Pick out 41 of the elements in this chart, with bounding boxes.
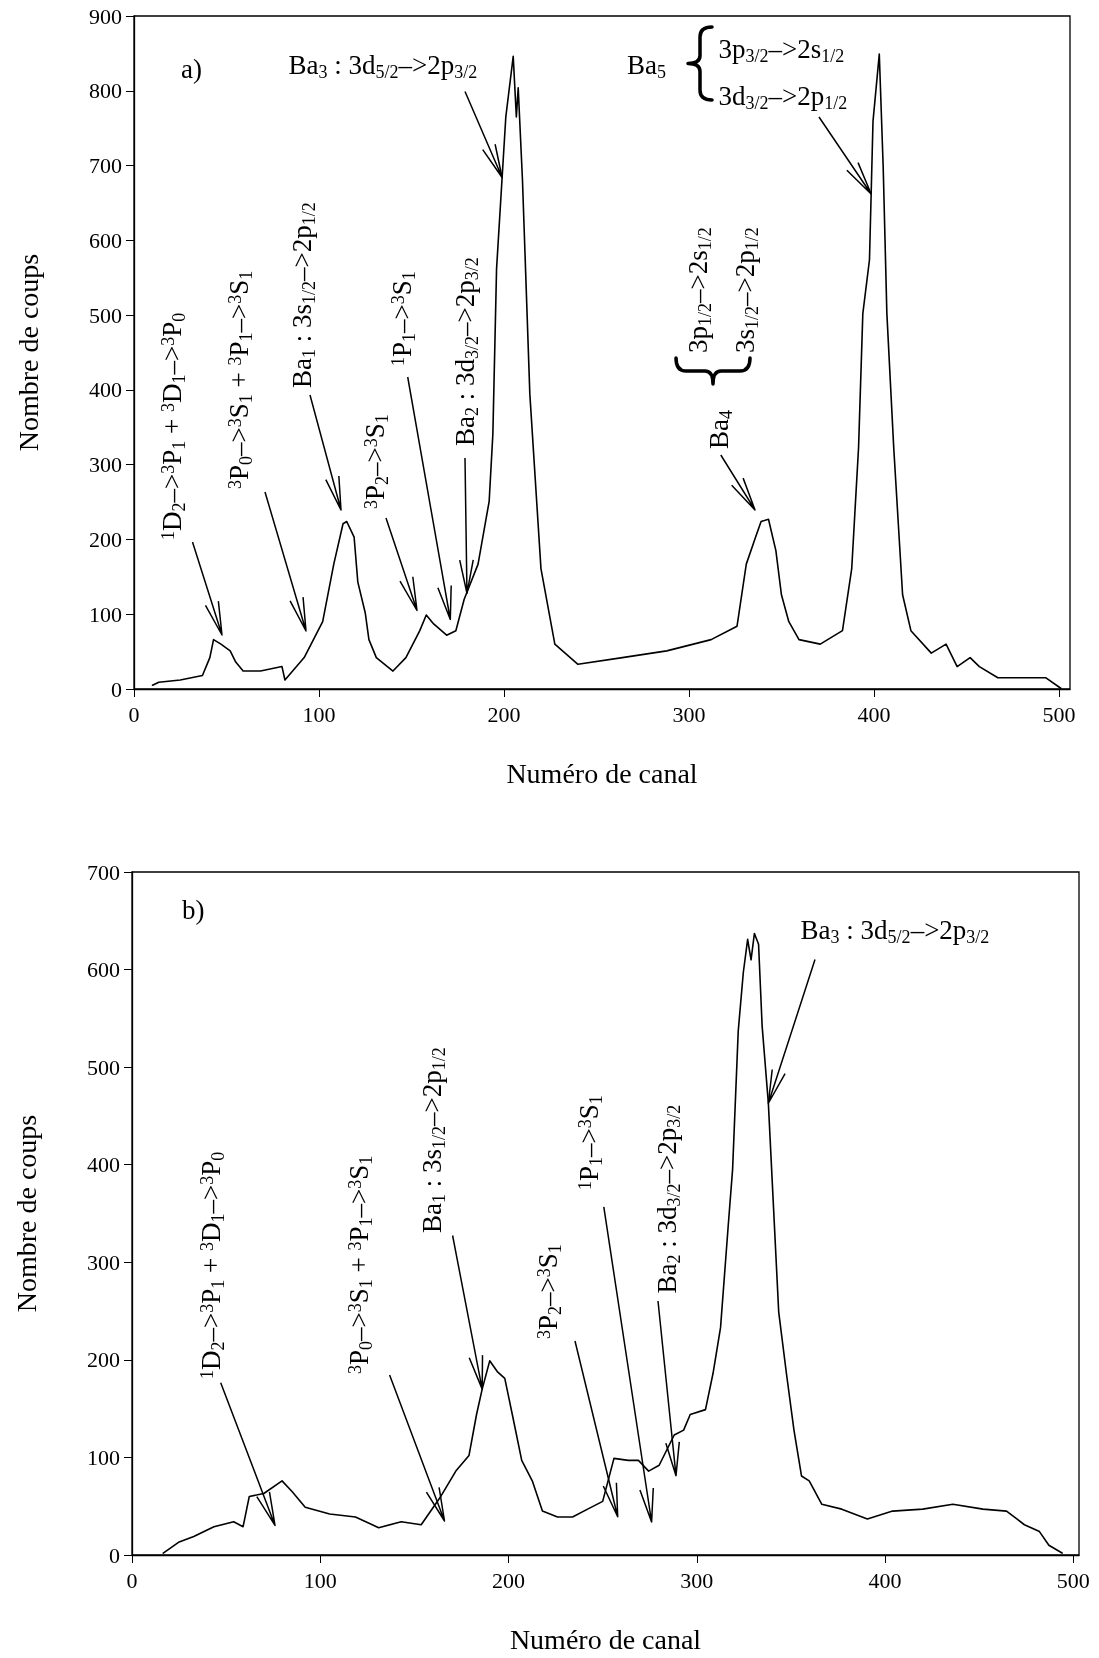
annotation: 3d$_{3/2}$–>2p$_{1/2}$ [718, 80, 848, 113]
y-tick-label: 400 [89, 377, 122, 403]
y-tick-label: 0 [111, 676, 122, 702]
x-tick-label: 400 [857, 701, 891, 727]
y-tick-label: 800 [89, 78, 122, 104]
x-tick-label: 0 [128, 701, 140, 727]
annotation: 3p$_{3/2}$–>2s$_{1/2}$ [718, 33, 845, 66]
x-tick-label: 200 [492, 1567, 526, 1593]
annotation: Ba$_{5}$ [627, 49, 666, 82]
y-tick-label: 200 [89, 526, 122, 552]
x-tick-label: 300 [680, 1567, 714, 1593]
y-tick-label: 100 [87, 1444, 120, 1470]
y-tick-label: 900 [89, 3, 122, 29]
x-axis-title: Numéro de canal [506, 757, 698, 789]
x-tick-label: 400 [868, 1567, 902, 1593]
y-tick-label: 400 [87, 1152, 120, 1178]
x-tick-label: 200 [487, 701, 521, 727]
y-tick-label: 700 [89, 153, 122, 179]
y-tick-label: 500 [87, 1054, 120, 1080]
y-tick-label: 600 [87, 957, 120, 983]
y-tick-label: 600 [89, 227, 122, 253]
x-tick-label: 0 [126, 1567, 138, 1593]
y-tick-label: 300 [89, 452, 122, 478]
text: a) [181, 54, 202, 85]
y-tick-label: 300 [87, 1249, 120, 1275]
y-tick-label: 500 [89, 302, 122, 328]
x-tick-label: 100 [302, 701, 336, 727]
text: b) [182, 895, 205, 926]
x-tick-label: 100 [303, 1567, 337, 1593]
y-axis-title: Nombre de coups [12, 253, 44, 452]
y-tick-label: 100 [89, 601, 122, 627]
x-axis-title: Numéro de canal [509, 1623, 702, 1655]
x-tick-label: 500 [1056, 1567, 1090, 1593]
y-tick-label: 0 [109, 1542, 120, 1568]
y-tick-label: 700 [87, 859, 120, 885]
annotation: Ba$_{3}$ : 3d$_{5/2}$–>2p$_{3/2}$ [288, 49, 478, 82]
annotation: Ba$_{3}$ : 3d$_{5/2}$–>2p$_{3/2}$ [800, 915, 990, 948]
x-tick-label: 300 [672, 701, 706, 727]
x-tick-label: 500 [1042, 701, 1076, 727]
y-axis-title: Nombre de coups [10, 1114, 42, 1313]
y-tick-label: 200 [87, 1347, 120, 1373]
